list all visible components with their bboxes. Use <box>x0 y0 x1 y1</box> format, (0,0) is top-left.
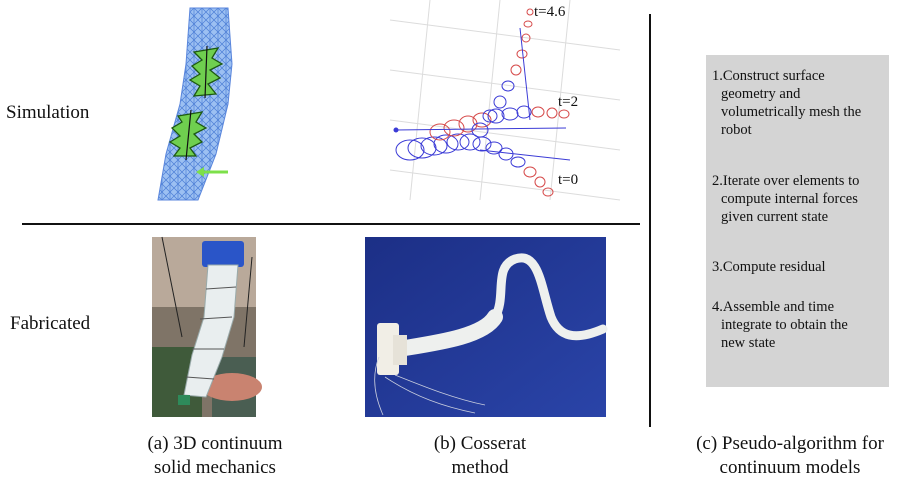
step-4-line2: integrate to obtain the <box>721 317 848 333</box>
step-2-line1: 2.Iterate over elements to <box>712 173 860 189</box>
time-label-t0: t=0 <box>558 172 578 188</box>
algorithm-step-3: 3.Compute residual <box>712 258 826 276</box>
step-1-line4: robot <box>721 122 752 138</box>
caption-c: (c) Pseudo-algorithm for continuum model… <box>672 432 908 480</box>
rod-t0 <box>395 133 554 197</box>
time-label-t2: t=2 <box>558 94 578 110</box>
algorithm-step-4: 4.Assemble and time integrate to obtain … <box>712 298 848 352</box>
algorithm-step-2: 2.Iterate over elements to compute inter… <box>712 172 859 226</box>
horizontal-divider <box>22 223 640 225</box>
vertical-divider <box>649 14 651 427</box>
cosserat-simulation-plot: t=4.6 t=2 t=0 <box>389 0 621 201</box>
step-2-line2: compute internal forces <box>721 191 858 207</box>
algorithm-step-1: 1.Construct surface geometry and volumet… <box>712 67 861 139</box>
row-label-simulation: Simulation <box>6 102 90 123</box>
step-1-line1: 1.Construct surface <box>712 68 825 84</box>
fem-simulation-image <box>157 7 233 201</box>
pseudo-algorithm-box: 1.Construct surface geometry and volumet… <box>706 55 889 387</box>
fabricated-fem-robot-photo <box>152 236 262 417</box>
row-label-fabricated: Fabricated <box>10 313 91 334</box>
fabricated-cosserat-rod-photo <box>365 237 608 417</box>
rod-t46 <box>471 8 534 138</box>
step-4-line1: 4.Assemble and time <box>712 299 835 315</box>
caption-b-line2: method <box>451 457 509 478</box>
caption-c-line1: (c) Pseudo-algorithm for <box>696 433 884 454</box>
rod-t2 <box>429 105 570 141</box>
step-1-line3: volumetrically mesh the <box>721 104 862 120</box>
caption-b: (b) Cosserat method <box>395 432 565 480</box>
step-3-line1: 3.Compute residual <box>712 259 826 275</box>
time-label-t46: t=4.6 <box>534 4 566 20</box>
caption-a: (a) 3D continuum solid mechanics <box>120 432 310 480</box>
caption-a-line1: (a) 3D continuum <box>147 433 283 454</box>
caption-c-line2: continuum models <box>719 457 861 478</box>
step-1-line2: geometry and <box>721 86 801 102</box>
caption-a-line2: solid mechanics <box>154 457 276 478</box>
step-4-line3: new state <box>721 335 776 351</box>
step-2-line3: given current state <box>721 209 829 225</box>
caption-b-line1: (b) Cosserat <box>433 433 527 454</box>
